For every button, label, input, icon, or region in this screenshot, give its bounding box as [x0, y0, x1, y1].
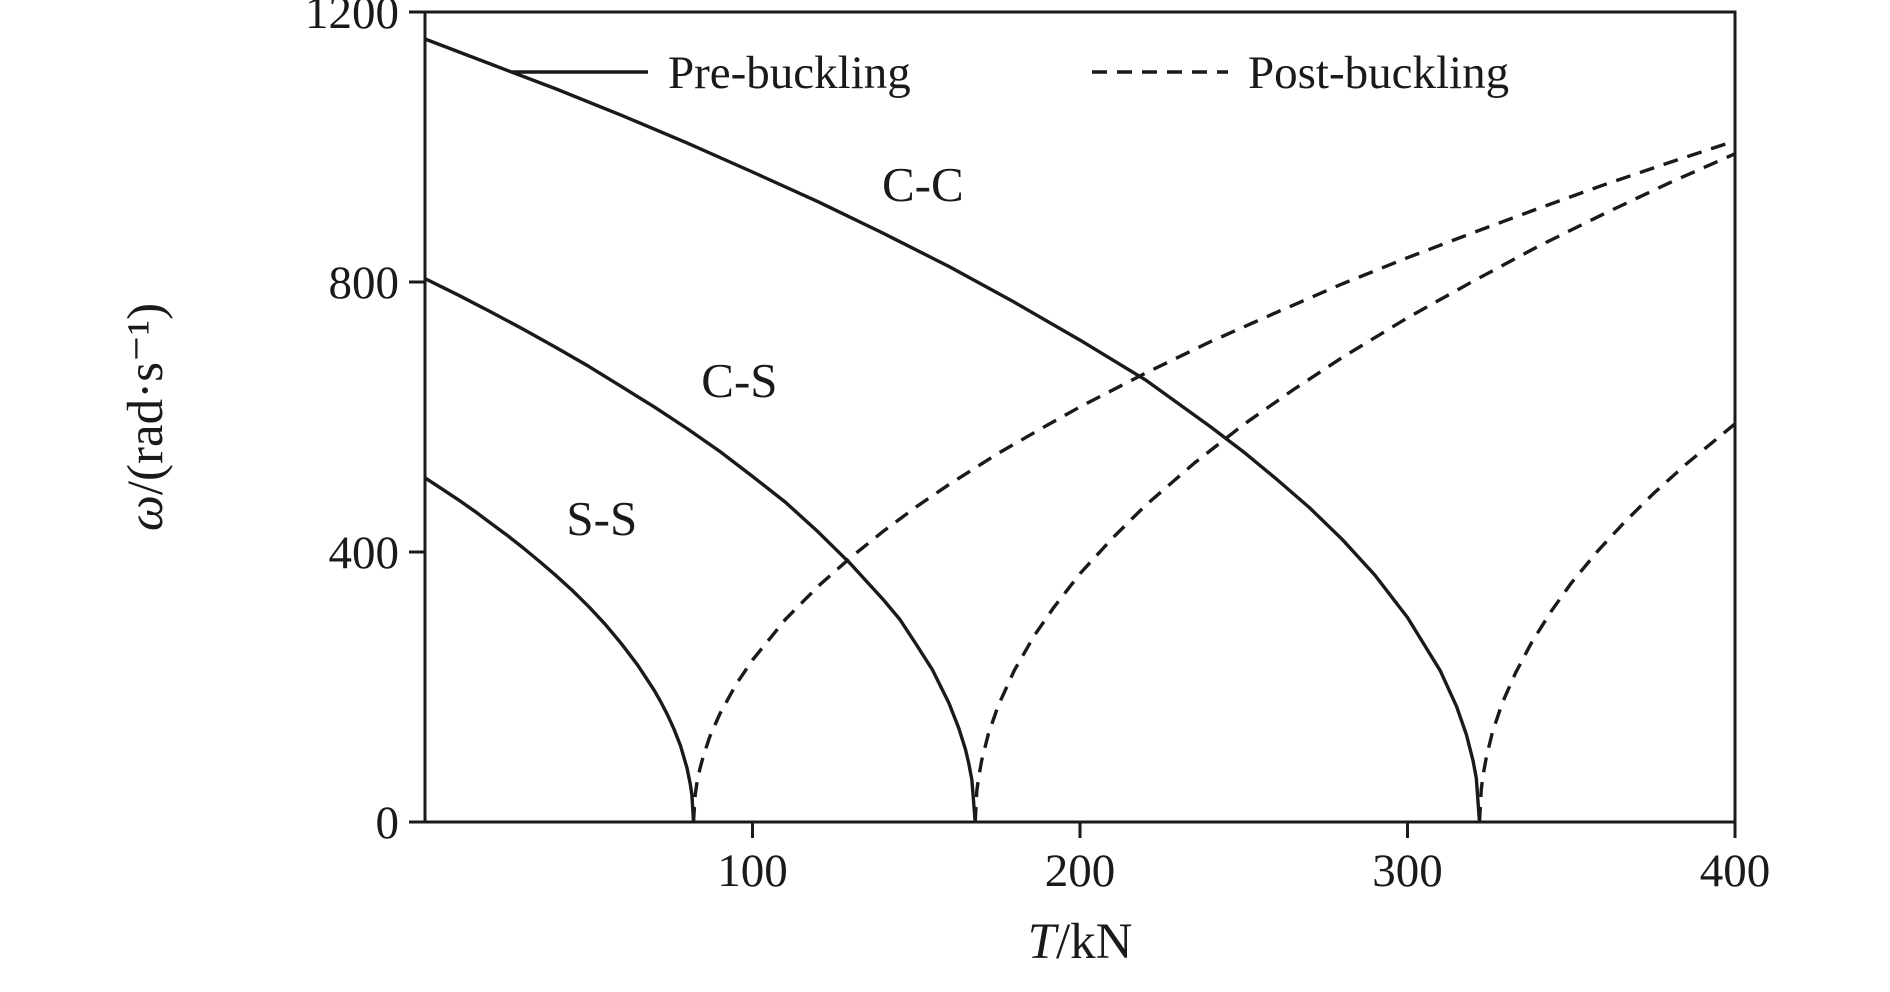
x-tick-label: 100 [717, 845, 788, 897]
y-tick-label: 0 [376, 797, 400, 849]
curve-cc-post [1477, 422, 1737, 823]
legend: Pre-buckling Post-buckling [512, 47, 1509, 99]
x-tick-label: 200 [1045, 845, 1116, 897]
legend-label-pre-buckling: Pre-buckling [668, 47, 911, 99]
curve-annotations: C-C C-S S-S [566, 157, 963, 546]
curve-label-s-s: S-S [566, 491, 637, 546]
x-axis-title: T/kN [1028, 914, 1133, 970]
x-tick-label: 300 [1372, 845, 1443, 897]
x-axis-unit: /kN [1056, 914, 1133, 970]
curve-label-c-s: C-S [701, 353, 777, 408]
y-axis-symbol: ω [118, 495, 174, 531]
plot-frame [423, 10, 1737, 824]
curve-cs-pre [424, 277, 977, 823]
legend-label-post-buckling: Post-buckling [1248, 47, 1509, 99]
y-tick-label: 800 [329, 257, 400, 309]
curve-cc-pre [424, 37, 1482, 823]
curve-cs-post [973, 152, 1736, 823]
x-tick-label: 400 [1700, 845, 1771, 897]
x-axis-symbol: T [1028, 914, 1060, 970]
axis-ticks: 100 200 300 400 0 400 800 1200 [305, 0, 1770, 897]
curve-label-c-c: C-C [882, 157, 964, 212]
y-axis-unit: /(rad·s⁻¹) [118, 303, 174, 495]
y-axis-title: ω/(rad·s⁻¹) [118, 303, 174, 531]
y-tick-label: 1200 [305, 0, 399, 39]
curve-ss-pre [424, 476, 696, 823]
curve-ss-post [691, 139, 1736, 823]
curves [424, 37, 1737, 823]
y-tick-label: 400 [329, 527, 400, 579]
